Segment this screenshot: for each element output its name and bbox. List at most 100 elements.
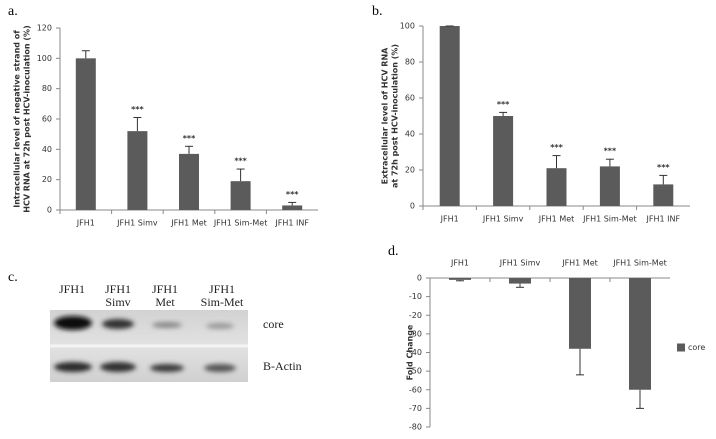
lane-label: Sim-Met: [201, 295, 244, 309]
y-tick-label: -30: [409, 329, 422, 338]
significance-label: ***: [657, 163, 670, 172]
bar: [493, 116, 514, 206]
y-tick-label: 0: [410, 202, 415, 211]
y-tick-label: 0: [47, 206, 52, 215]
significance-label: ***: [550, 143, 563, 152]
error-bar: [516, 283, 524, 288]
y-tick-label: 80: [42, 84, 52, 93]
y-tick-label: 80: [405, 58, 415, 67]
blot-band: [150, 364, 184, 372]
legend-swatch: [677, 343, 685, 352]
x-tick-label: JFH1 Sim-Met: [213, 219, 268, 228]
y-tick-label: -70: [409, 404, 422, 413]
x-tick-label: JFH1 Met: [538, 215, 575, 224]
significance-label: ***: [131, 105, 144, 114]
y-tick-label: 20: [42, 175, 52, 184]
significance-label: ***: [234, 157, 247, 166]
bar: [75, 58, 96, 211]
y-tick-label: 40: [42, 145, 52, 154]
x-tick-label: JFH1 Sim-Met: [582, 215, 637, 224]
y-tick-label: -40: [409, 348, 422, 357]
y-tick-label: -20: [409, 311, 422, 320]
error-bar: [499, 111, 508, 116]
x-tick-label: JFH1: [450, 259, 469, 268]
error-bar: [185, 145, 193, 154]
x-tick-label: JFH1: [76, 219, 95, 228]
bar: [179, 153, 199, 210]
blot-band: [100, 362, 136, 372]
error-bar: [605, 158, 614, 167]
lane-label: JFH1: [105, 282, 131, 296]
lane-label: Simv: [105, 295, 130, 309]
lane-label: JFH1: [152, 282, 178, 296]
x-tick-label: JFH1 INF: [274, 219, 309, 228]
y-tick-label: -80: [409, 423, 422, 432]
y-tick-label: 120: [37, 24, 52, 33]
y-tick-label: 0: [417, 274, 422, 283]
row-label: core: [263, 317, 284, 331]
y-tick-label: -60: [409, 385, 422, 394]
y-tick-label: 100: [400, 22, 415, 31]
x-tick-label: JFH1 Simv: [116, 219, 158, 228]
y-axis-label: Fold Change: [406, 324, 415, 380]
x-tick-label: JFH1 Simv: [499, 259, 541, 268]
bar: [569, 278, 591, 349]
blot-band: [54, 362, 92, 372]
error-bar: [236, 168, 245, 182]
bar: [127, 131, 148, 210]
error-bar: [576, 348, 584, 376]
blot-band: [54, 316, 92, 330]
significance-label: ***: [497, 100, 510, 109]
x-tick-label: JFH1 Sim-Met: [612, 259, 667, 268]
y-tick-label: -10: [409, 292, 422, 301]
bar: [629, 278, 651, 390]
blot-band: [102, 319, 134, 329]
y-tick-label: 60: [42, 115, 52, 124]
x-tick-label: JFH1 INF: [646, 215, 681, 224]
panel-label: d.: [388, 244, 399, 259]
blot-band: [206, 323, 234, 329]
bar: [282, 205, 303, 210]
y-tick-label: -50: [409, 367, 422, 376]
lane-label: JFH1: [59, 282, 85, 296]
error-bar: [133, 116, 142, 132]
lane-label: JFH1: [209, 282, 235, 296]
y-axis-label: Intracellular level of negative strand o…: [13, 30, 22, 208]
blot-band: [204, 364, 236, 372]
significance-label: ***: [183, 134, 196, 143]
bar: [653, 184, 674, 206]
panel-label: b.: [372, 4, 383, 19]
y-axis-label: Extracellular level of HCV RNA: [381, 47, 390, 185]
y-axis-label: HCV RNA at 72h post HCV-inoculation (%): [23, 25, 32, 212]
x-tick-label: JFH1 Met: [561, 259, 598, 268]
significance-label: ***: [286, 190, 299, 199]
y-tick-label: 40: [405, 130, 415, 139]
error-bar: [456, 279, 464, 282]
error-bar: [552, 155, 561, 169]
bar: [230, 181, 251, 210]
error-bar: [636, 389, 644, 409]
error-bar: [288, 201, 297, 206]
bar: [439, 26, 460, 206]
x-tick-label: JFH1 Simv: [482, 215, 524, 224]
error-bar: [81, 50, 90, 59]
panel-label: c.: [8, 270, 18, 285]
y-tick-label: 100: [37, 54, 52, 63]
error-bar: [659, 174, 668, 185]
blot-band: [152, 322, 182, 328]
bar: [449, 278, 471, 280]
x-tick-label: JFH1 Met: [170, 219, 207, 228]
bar: [546, 168, 567, 206]
row-label: B-Actin: [263, 359, 302, 373]
significance-label: ***: [604, 147, 617, 156]
bar: [509, 278, 531, 284]
legend-label: core: [688, 343, 705, 352]
y-axis-label: at 72h post HCV-inoculation (%): [391, 44, 400, 188]
bar: [599, 166, 620, 206]
y-tick-label: 20: [405, 166, 415, 175]
x-tick-label: JFH1: [440, 215, 459, 224]
panel-label: a.: [8, 4, 18, 19]
blot: [50, 310, 248, 382]
lane-label: Met: [155, 295, 175, 309]
